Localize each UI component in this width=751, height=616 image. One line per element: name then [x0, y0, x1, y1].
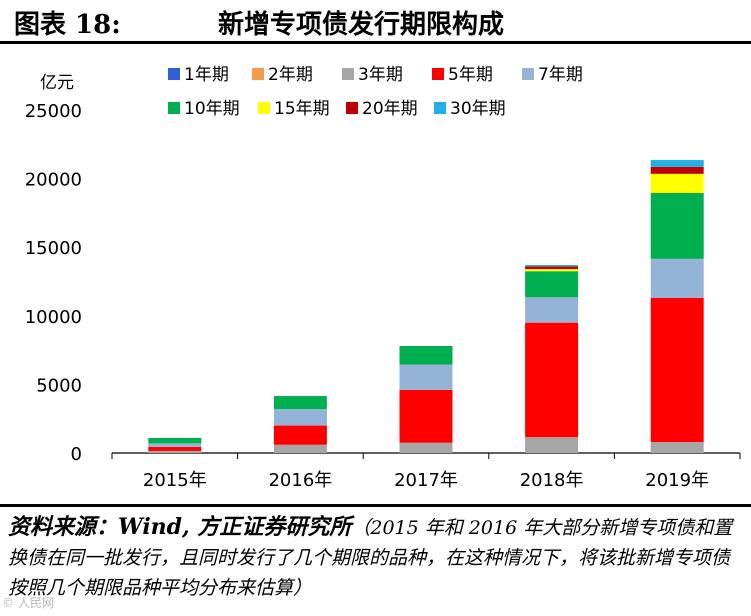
legend-swatch	[346, 102, 358, 114]
bottom-rule	[0, 504, 751, 507]
bar-segment	[650, 173, 704, 194]
bar-segment	[273, 444, 327, 453]
legend-item: 15年期	[258, 99, 330, 119]
legend-item: 10年期	[168, 99, 240, 119]
figure-label: 图表 18:	[14, 10, 121, 40]
legend-item: 1年期	[168, 65, 229, 85]
legend-item: 3年期	[342, 65, 403, 85]
legend-label: 20年期	[362, 99, 418, 119]
bar-segment	[525, 266, 579, 270]
x-tick-label: 2016年	[268, 470, 332, 491]
source-detail: （2015 年和 2016 年大部分新增专项债和置换债在同一批发行，且同时发行了…	[8, 517, 733, 599]
watermark: © 人民网	[2, 596, 54, 610]
bar-segment	[525, 265, 579, 267]
bar-segment	[650, 193, 704, 259]
y-tick-label: 10000	[25, 307, 82, 328]
bar-segment	[148, 443, 202, 447]
legend-label: 3年期	[358, 65, 403, 85]
bar-segment	[399, 364, 453, 390]
legend-item: 7年期	[522, 65, 583, 85]
legend-swatch	[432, 68, 444, 80]
legend-swatch	[342, 68, 354, 80]
legend-swatch	[522, 68, 534, 80]
legend-swatch	[168, 68, 180, 80]
bar-segment	[525, 297, 579, 323]
y-tick-label: 25000	[25, 101, 82, 122]
y-tick-label: 5000	[36, 375, 82, 396]
bar-segment	[525, 322, 579, 438]
legend-item: 5年期	[432, 65, 493, 85]
legend-label: 15年期	[274, 99, 330, 119]
legend-label: 2年期	[268, 65, 313, 85]
bar-segment	[273, 425, 327, 445]
y-tick-label: 15000	[25, 238, 82, 259]
source-lead: 资料来源：Wind, 方正证券研究所	[8, 514, 352, 540]
legend-label: 1年期	[184, 65, 229, 85]
bar-segment	[273, 409, 327, 426]
y-tick-label: 20000	[25, 170, 82, 191]
bar-segment	[650, 166, 704, 174]
unit-label: 亿元	[40, 73, 74, 93]
x-tick-label: 2018年	[520, 470, 584, 491]
bar-segment	[399, 442, 453, 453]
source-note: 资料来源：Wind, 方正证券研究所（2015 年和 2016 年大部分新增专项…	[8, 512, 743, 603]
legend-item: 30年期	[434, 99, 506, 119]
bar-segment	[399, 345, 453, 365]
bar-segment	[525, 437, 579, 453]
bar-segment	[525, 271, 579, 298]
legend-label: 5年期	[448, 65, 493, 85]
legend-swatch	[168, 102, 180, 114]
legend-swatch	[434, 102, 446, 114]
legend-swatch	[252, 68, 264, 80]
bar-segment	[650, 297, 704, 443]
legend-item: 20年期	[346, 99, 418, 119]
bar-segment	[273, 396, 327, 410]
legend: 1年期 2年期 3年期 5年期 7年期 10年期 15年期 20年期 30年期	[168, 65, 583, 119]
legend-item: 2年期	[252, 65, 313, 85]
bar-segment	[650, 258, 704, 298]
x-tick-label: 2017年	[394, 470, 458, 491]
bar-segment	[148, 446, 202, 451]
bar-segment	[399, 389, 453, 443]
bar-segment	[525, 269, 579, 272]
legend-label: 10年期	[184, 99, 240, 119]
legend-label: 30年期	[450, 99, 506, 119]
legend-label: 7年期	[538, 65, 583, 85]
bar-segment	[148, 437, 202, 444]
top-rule	[0, 41, 751, 44]
y-tick-label: 0	[71, 444, 82, 465]
legend-swatch	[258, 102, 270, 114]
figure-title: 新增专项债发行期限构成	[218, 10, 505, 40]
bar-segment	[148, 450, 202, 453]
bar-segment	[650, 442, 704, 453]
y-axis-ticks: 25000 20000 15000 10000 5000 0	[25, 101, 82, 465]
x-axis-ticks: 2015年 2016年 2017年 2018年 2019年	[143, 470, 709, 491]
x-tick-label: 2019年	[645, 470, 709, 491]
figure-header: 图表 18: 新增专项债发行期限构成	[0, 0, 751, 40]
bars	[148, 160, 704, 453]
x-tick-label: 2015年	[143, 470, 207, 491]
bar-segment	[650, 160, 704, 167]
axes	[111, 452, 741, 459]
